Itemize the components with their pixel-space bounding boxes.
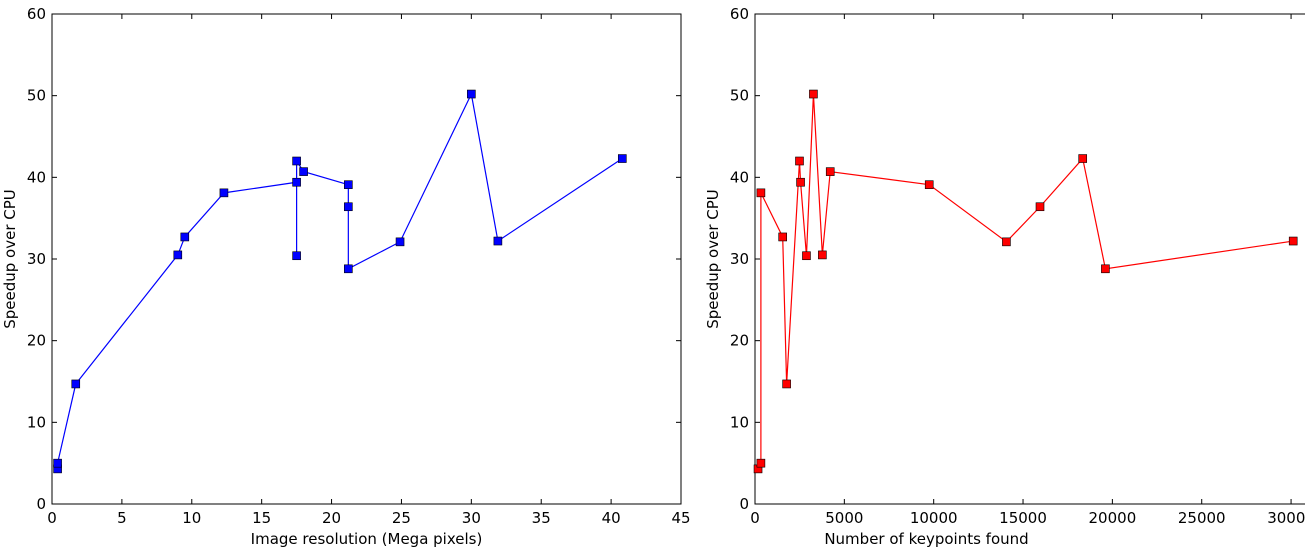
point-marker [173, 250, 183, 260]
point-marker [756, 188, 766, 198]
x-tick-label: 35 [532, 509, 551, 527]
point-marker [467, 89, 476, 99]
x-tick-label: 25 [392, 509, 411, 527]
point-marker [924, 180, 934, 189]
y-axis-label: Speedup over CPU [1, 189, 19, 329]
point-marker [299, 167, 308, 176]
x-axis-label: Image resolution (Mega pixels) [251, 530, 483, 547]
point-marker [1101, 264, 1110, 274]
point-marker [53, 458, 62, 468]
y-tick-label: 10 [730, 413, 749, 431]
point-marker [493, 236, 503, 246]
axes: 0 10 20 30 40 50 60 0 5 10 15 20 25 30 35 40 45 Image res… [1, 5, 691, 548]
x-tick-label: 5 [117, 509, 127, 527]
x-tick-label: 10 [182, 509, 201, 527]
point-marker [395, 237, 405, 247]
y-tick-label: 30 [27, 250, 46, 268]
x-tick-label: 15000 [999, 509, 1047, 527]
y-tick-label: 30 [730, 250, 749, 268]
y-tick-label: 20 [27, 332, 46, 350]
x-tick-label: 0 [750, 509, 760, 527]
x-axis-label: Number of keypoints found [824, 530, 1028, 547]
point-marker [180, 232, 190, 242]
axes: 0 10 20 30 40 50 60 0 5000 10000 15000 20000 25000 30… [704, 5, 1305, 548]
point-marker [1288, 236, 1298, 246]
y-tick-label: 40 [27, 168, 46, 186]
point-marker [809, 89, 818, 99]
point-marker [344, 202, 353, 212]
x-tick-label: 40 [602, 509, 621, 527]
x-tick-label: 45 [671, 509, 690, 527]
point-marker [1078, 154, 1088, 163]
point-marker [756, 458, 766, 468]
point-marker [292, 156, 301, 166]
point-marker [344, 180, 353, 189]
x-tick-label: 20000 [1089, 509, 1137, 527]
y-tick-label: 20 [730, 332, 749, 350]
point-marker [617, 154, 627, 163]
series-line [56, 92, 623, 469]
point-marker [825, 167, 835, 176]
y-tick-label: 50 [27, 87, 46, 105]
y-tick-label: 50 [730, 87, 749, 105]
point-marker [778, 232, 787, 242]
x-tick-label: 25000 [1178, 509, 1226, 527]
y-axis-label: Speedup over CPU [704, 189, 722, 329]
y-tick-label: 60 [730, 5, 749, 23]
y-tick-label: 0 [36, 495, 46, 513]
point-marker [796, 177, 805, 187]
point-marker [292, 177, 301, 187]
series-line [757, 94, 1294, 470]
point-marker [344, 264, 353, 274]
x-tick-label: 10000 [910, 509, 958, 527]
x-tick-label: 20 [322, 509, 341, 527]
y-tick-label: 10 [27, 413, 46, 431]
y-tick-label: 60 [27, 5, 46, 23]
point-marker [818, 250, 827, 260]
x-tick-label: 15 [252, 509, 271, 527]
point-marker [1035, 202, 1045, 212]
point-marker [795, 156, 804, 166]
x-tick-label: 30 [462, 509, 481, 527]
x-tick-label: 5000 [825, 509, 863, 527]
point-marker [1002, 237, 1011, 247]
point-marker [71, 379, 81, 389]
point-marker [802, 251, 811, 261]
x-tick-label: 0 [47, 509, 57, 527]
point-marker [782, 379, 791, 389]
point-marker [292, 251, 301, 261]
point-marker [219, 188, 229, 198]
axes-frame [754, 13, 1305, 505]
y-tick-label: 40 [730, 168, 749, 186]
y-tick-label: 0 [739, 495, 749, 513]
x-tick-label: 30000 [1267, 509, 1305, 527]
